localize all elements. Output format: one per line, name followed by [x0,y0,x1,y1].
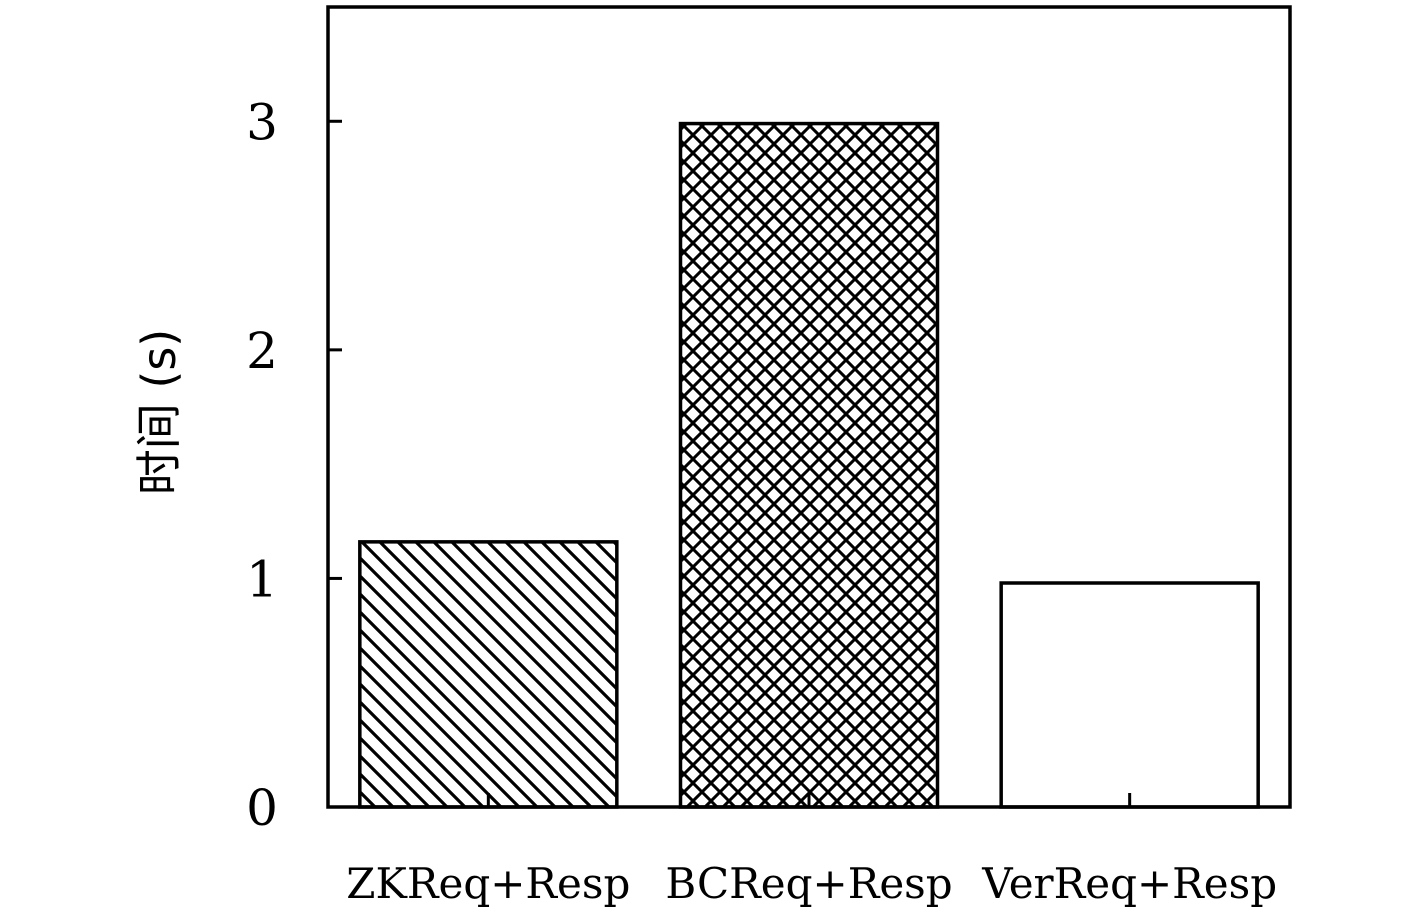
plot-frame [326,5,1292,809]
y-tick-label: 0 [246,779,278,837]
y-tick-label: 1 [246,550,278,608]
x-category-label: ZKReq+Resp [346,859,630,908]
y-tick-label: 2 [246,322,278,380]
bar-bcreq-resp [678,121,940,809]
bar-verreq-resp [999,581,1260,809]
x-labels-group: ZKReq+Resp BCReq+Resp VerReq+Resp [346,859,1277,908]
x-category-label: BCReq+Resp [665,859,952,908]
bars-group [358,121,1260,809]
x-category-label: VerReq+Resp [981,859,1277,908]
bar-zkreq-resp [358,540,619,809]
y-tick-label: 3 [246,93,278,151]
y-ticks-group: 0 1 2 3 [246,93,342,837]
y-axis-title: 时间 (s) [132,329,186,495]
